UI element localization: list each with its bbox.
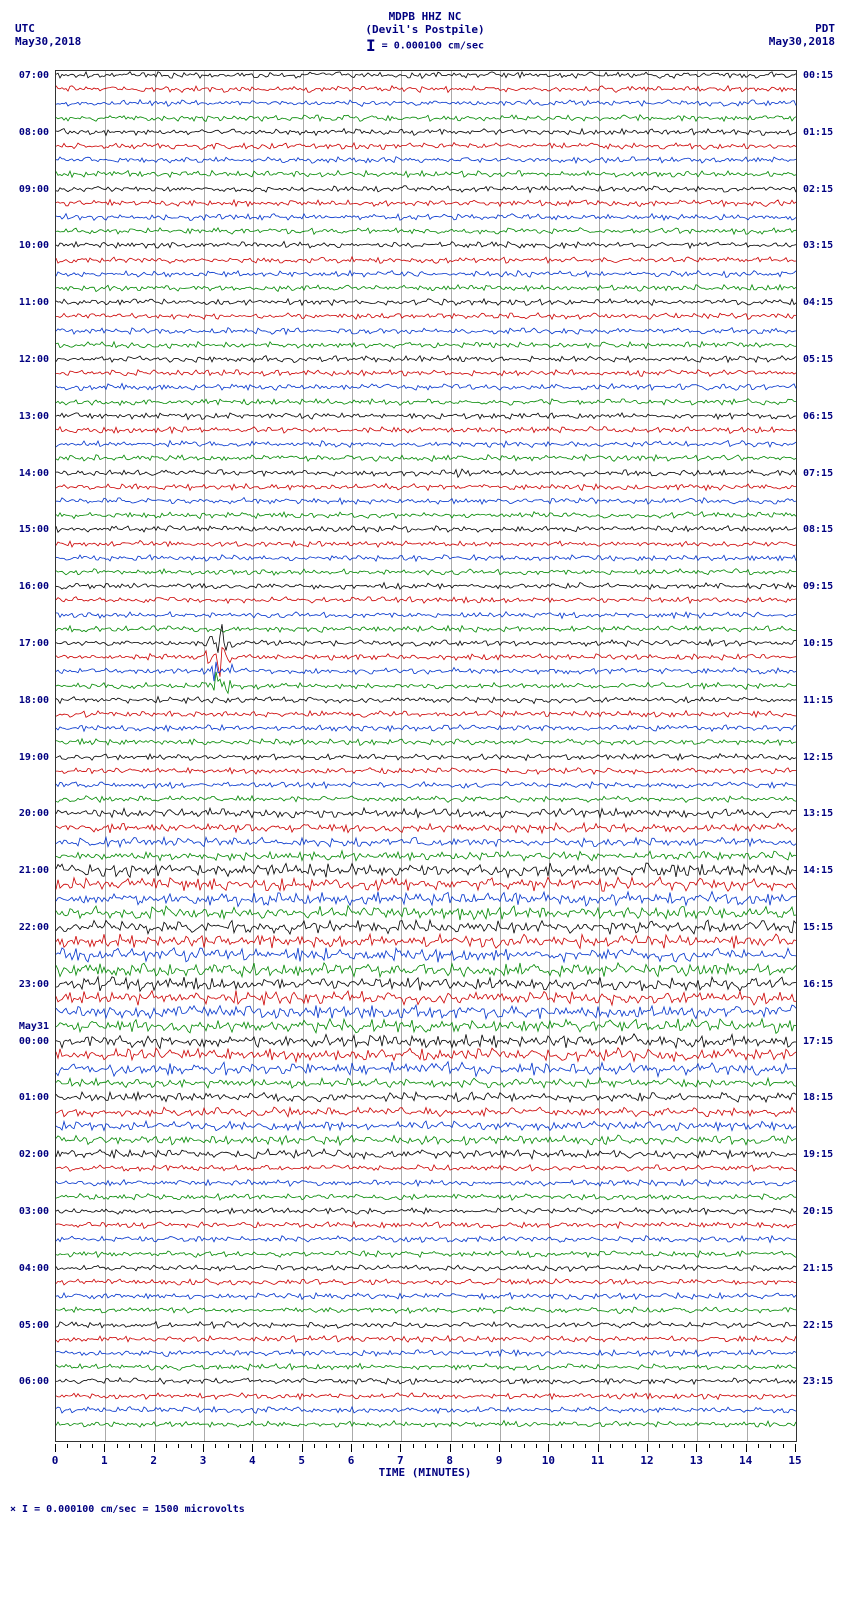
utc-hour-label: 17:00: [19, 638, 49, 649]
utc-hour-label: 22:00: [19, 922, 49, 933]
utc-hour-label: 03:00: [19, 1206, 49, 1217]
utc-hour-label: 15:00: [19, 524, 49, 535]
pdt-hour-label: 21:15: [803, 1263, 833, 1274]
pdt-hour-label: 12:15: [803, 752, 833, 763]
utc-hour-label: 19:00: [19, 752, 49, 763]
utc-hour-label: 23:00: [19, 979, 49, 990]
pdt-hour-label: 04:15: [803, 297, 833, 308]
title-block: MDPB HHZ NC (Devil's Postpile): [10, 10, 840, 36]
utc-hour-label: 01:00: [19, 1092, 49, 1103]
pdt-hour-label: 19:15: [803, 1149, 833, 1160]
footer-scale: × I = 0.000100 cm/sec = 1500 microvolts: [10, 1504, 840, 1515]
pdt-hour-label: 02:15: [803, 184, 833, 195]
utc-hour-label: 13:00: [19, 411, 49, 422]
pdt-hour-label: 14:15: [803, 865, 833, 876]
utc-hour-label: 14:00: [19, 468, 49, 479]
footer-text: = 0.000100 cm/sec = 1500 microvolts: [34, 1504, 245, 1515]
tz-left-date: May30,2018: [15, 35, 81, 48]
tz-left-label: UTC: [15, 22, 81, 35]
pdt-hour-label: 10:15: [803, 638, 833, 649]
pdt-hour-label: 15:15: [803, 922, 833, 933]
station-code: MDPB HHZ NC: [10, 10, 840, 23]
footer-prefix: × I: [10, 1504, 28, 1515]
pdt-hour-label: 11:15: [803, 695, 833, 706]
x-tick-label: 13: [690, 1454, 703, 1467]
x-tick-label: 8: [446, 1454, 453, 1467]
pdt-hour-label: 07:15: [803, 468, 833, 479]
utc-hour-label: 18:00: [19, 695, 49, 706]
utc-hour-label: 05:00: [19, 1320, 49, 1331]
x-tick-label: 9: [496, 1454, 503, 1467]
x-tick-label: 1: [101, 1454, 108, 1467]
utc-hour-label: 21:00: [19, 865, 49, 876]
scale-text: = 0.000100 cm/sec: [382, 41, 484, 52]
utc-hour-label: 10:00: [19, 240, 49, 251]
utc-hour-label: 08:00: [19, 127, 49, 138]
pdt-hour-label: 13:15: [803, 808, 833, 819]
x-tick-label: 6: [348, 1454, 355, 1467]
x-tick-label: 5: [298, 1454, 305, 1467]
pdt-hour-label: 09:15: [803, 581, 833, 592]
x-tick-label: 4: [249, 1454, 256, 1467]
tz-right-label: PDT: [769, 22, 835, 35]
utc-hour-label: 09:00: [19, 184, 49, 195]
x-axis-title: TIME (MINUTES): [55, 1444, 795, 1479]
pdt-hour-label: 16:15: [803, 979, 833, 990]
pdt-hour-label: 06:15: [803, 411, 833, 422]
utc-hour-label: 04:00: [19, 1263, 49, 1274]
utc-hour-label: 16:00: [19, 581, 49, 592]
utc-hour-label: 00:00: [19, 1036, 49, 1047]
plot-area: [55, 70, 797, 1442]
utc-hour-label: 07:00: [19, 70, 49, 81]
pdt-hour-label: 03:15: [803, 240, 833, 251]
trace-row: [56, 1409, 796, 1439]
utc-hour-label: 06:00: [19, 1376, 49, 1387]
x-tick-label: 11: [591, 1454, 604, 1467]
scale-indicator: I = 0.000100 cm/sec: [10, 36, 840, 55]
utc-hour-label: 02:00: [19, 1149, 49, 1160]
utc-hour-label: May31: [19, 1021, 49, 1032]
pdt-hour-label: 18:15: [803, 1092, 833, 1103]
utc-hour-label: 12:00: [19, 354, 49, 365]
x-tick-label: 10: [542, 1454, 555, 1467]
pdt-hour-label: 08:15: [803, 524, 833, 535]
x-tick-label: 12: [640, 1454, 653, 1467]
pdt-hour-label: 20:15: [803, 1206, 833, 1217]
x-tick-label: 2: [150, 1454, 157, 1467]
station-name: (Devil's Postpile): [10, 23, 840, 36]
x-tick-label: 7: [397, 1454, 404, 1467]
tz-left-block: UTC May30,2018: [15, 22, 81, 48]
pdt-hour-label: 22:15: [803, 1320, 833, 1331]
x-tick-label: 15: [788, 1454, 801, 1467]
pdt-hour-label: 00:15: [803, 70, 833, 81]
x-tick-label: 0: [52, 1454, 59, 1467]
pdt-hour-label: 01:15: [803, 127, 833, 138]
x-axis: TIME (MINUTES) 0123456789101112131415: [55, 1444, 795, 1484]
tz-right-block: PDT May30,2018: [769, 22, 835, 48]
tz-right-date: May30,2018: [769, 35, 835, 48]
utc-hour-label: 11:00: [19, 297, 49, 308]
pdt-hour-label: 17:15: [803, 1036, 833, 1047]
x-tick-label: 3: [200, 1454, 207, 1467]
x-tick-label: 14: [739, 1454, 752, 1467]
pdt-hour-label: 05:15: [803, 354, 833, 365]
helicorder-container: UTC May30,2018 MDPB HHZ NC (Devil's Post…: [10, 10, 840, 1515]
pdt-hour-label: 23:15: [803, 1376, 833, 1387]
utc-hour-label: 20:00: [19, 808, 49, 819]
